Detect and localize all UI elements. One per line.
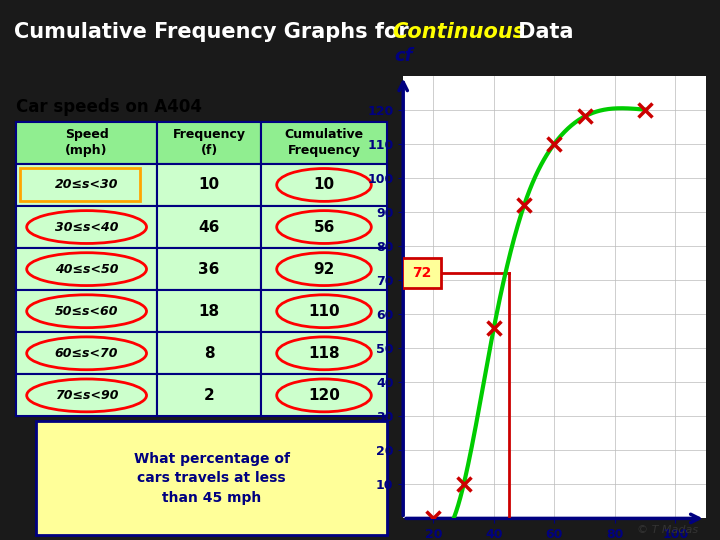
FancyBboxPatch shape: [36, 421, 387, 535]
FancyBboxPatch shape: [16, 332, 157, 374]
Text: 92: 92: [313, 262, 335, 276]
Text: 120: 120: [308, 388, 340, 403]
FancyBboxPatch shape: [157, 206, 261, 248]
Text: 40≤s<50: 40≤s<50: [55, 262, 118, 275]
FancyBboxPatch shape: [16, 248, 157, 290]
Text: Cumulative
Frequency: Cumulative Frequency: [284, 129, 364, 157]
FancyBboxPatch shape: [16, 122, 157, 164]
FancyBboxPatch shape: [261, 332, 387, 374]
Text: 110: 110: [308, 303, 340, 319]
Text: Frequency
(f): Frequency (f): [173, 129, 246, 157]
Text: Car speeds on A404: Car speeds on A404: [16, 98, 202, 116]
FancyBboxPatch shape: [402, 258, 441, 288]
FancyBboxPatch shape: [16, 206, 157, 248]
Text: © T Madas: © T Madas: [637, 524, 698, 535]
Text: 118: 118: [308, 346, 340, 361]
Text: 36: 36: [198, 262, 220, 276]
Text: 60≤s<70: 60≤s<70: [55, 347, 118, 360]
Text: Data: Data: [511, 22, 574, 43]
Text: Speed
(mph): Speed (mph): [65, 129, 109, 157]
FancyBboxPatch shape: [261, 248, 387, 290]
FancyBboxPatch shape: [16, 164, 157, 206]
Text: 8: 8: [204, 346, 215, 361]
Text: 50≤s<60: 50≤s<60: [55, 305, 118, 318]
FancyBboxPatch shape: [16, 374, 157, 416]
Text: 2: 2: [204, 388, 215, 403]
FancyBboxPatch shape: [261, 164, 387, 206]
FancyBboxPatch shape: [157, 248, 261, 290]
Text: 10: 10: [313, 178, 335, 192]
Text: 18: 18: [199, 303, 220, 319]
FancyBboxPatch shape: [157, 164, 261, 206]
FancyBboxPatch shape: [157, 332, 261, 374]
Text: Cumulative Frequency Graphs for: Cumulative Frequency Graphs for: [14, 22, 416, 43]
FancyBboxPatch shape: [157, 374, 261, 416]
FancyBboxPatch shape: [157, 122, 261, 164]
Text: 72: 72: [412, 266, 431, 280]
Text: 30≤s<40: 30≤s<40: [55, 220, 118, 233]
Text: 46: 46: [198, 220, 220, 234]
FancyBboxPatch shape: [261, 374, 387, 416]
Text: 20≤s<30: 20≤s<30: [55, 178, 118, 192]
Text: 10: 10: [199, 178, 220, 192]
FancyBboxPatch shape: [157, 290, 261, 332]
Text: cf: cf: [394, 48, 413, 65]
FancyBboxPatch shape: [261, 122, 387, 164]
Text: 70≤s<90: 70≤s<90: [55, 389, 118, 402]
FancyBboxPatch shape: [261, 290, 387, 332]
Text: 56: 56: [313, 220, 335, 234]
FancyBboxPatch shape: [16, 290, 157, 332]
Text: Continuous: Continuous: [392, 22, 526, 43]
FancyBboxPatch shape: [261, 206, 387, 248]
Text: What percentage of
cars travels at less
than 45 mph: What percentage of cars travels at less …: [134, 452, 289, 505]
